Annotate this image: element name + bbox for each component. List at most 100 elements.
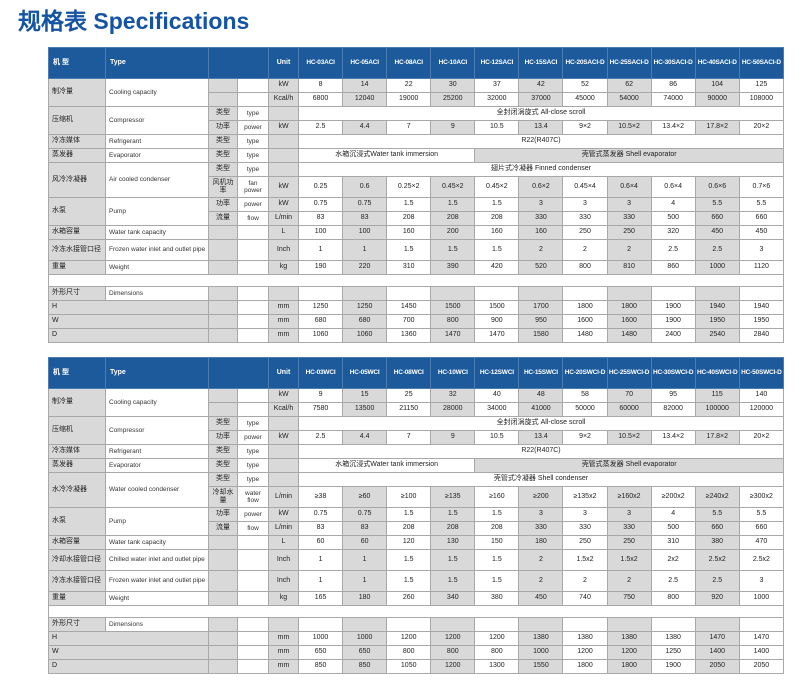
- data-cell: 1: [297, 239, 344, 261]
- row-label-zh: 冷冻水接管口径: [48, 239, 106, 261]
- sub-label-zh: 类型: [208, 148, 238, 163]
- data-cell: 5.5: [694, 197, 740, 212]
- data-cell: [606, 617, 652, 632]
- data-cell: 1.5: [430, 570, 476, 592]
- data-cell: 1950: [738, 314, 785, 329]
- data-cell: [738, 286, 785, 301]
- data-cell: 90000: [694, 92, 740, 107]
- data-cell: 86: [650, 78, 696, 93]
- spacer-cell: [48, 274, 784, 287]
- data-cell: 0.45×2: [474, 176, 520, 198]
- data-cell: 2: [518, 549, 564, 571]
- sub-label-en: [237, 314, 269, 329]
- data-cell: 1380: [518, 631, 564, 646]
- data-cell: 120000: [738, 402, 785, 417]
- data-cell: 330: [562, 211, 608, 226]
- table-row: 冷冻水接管口径 Frozen water inlet and outlet pip…: [48, 239, 785, 261]
- data-cell: 41000: [518, 402, 564, 417]
- sub-label-zh: [208, 300, 238, 315]
- spec-tables-container: 机 型 Type Unit HC-03ACI HC-05ACI HC-08ACI HC-10…: [18, 47, 800, 674]
- data-cell: 680: [297, 314, 344, 329]
- column-header-model-zh: 机 型: [48, 357, 106, 389]
- data-cell: [694, 286, 740, 301]
- data-cell: 330: [606, 211, 652, 226]
- data-cell: [430, 286, 476, 301]
- row-label-zh: W: [48, 645, 209, 660]
- unit-cell: mm: [268, 631, 299, 646]
- data-cell: 320: [650, 225, 696, 240]
- data-cell: 0.45×4: [562, 176, 608, 198]
- row-label-en: Water tank capacity: [105, 535, 209, 550]
- unit-cell: [268, 162, 299, 177]
- sub-label-zh: [208, 659, 238, 674]
- column-header-type: Type: [105, 47, 209, 79]
- data-cell: 5.5: [738, 197, 785, 212]
- table-row: 冷冻媒体 Refrigerant 类型 type R22(R407C): [48, 134, 784, 149]
- table-row: 重量 Weight kg 190 220 310 390 420 520 800 810 860 100…: [48, 260, 785, 275]
- data-cell: 10.5: [474, 120, 520, 135]
- row-label-en: Pump: [105, 507, 209, 536]
- data-cell: 13.4: [518, 120, 564, 135]
- sub-label-zh: [208, 570, 238, 592]
- data-cell: 330: [606, 521, 652, 536]
- table-row: 水泵 Pump 功率 power kW 0.75 0.75 1.5 1.5 1.5 3 3 3 4 5.5 5…: [48, 507, 785, 536]
- data-cell: 1600: [606, 314, 652, 329]
- data-cell: 450: [738, 225, 785, 240]
- row-label-en: Evaporator: [105, 148, 209, 163]
- data-cell: 208: [430, 211, 476, 226]
- sub-label-zh: 类型: [208, 162, 238, 177]
- data-cell: 520: [518, 260, 564, 275]
- data-cell: 1550: [518, 659, 564, 674]
- data-cell: 9: [297, 388, 344, 403]
- sub-label-en: type: [237, 444, 269, 459]
- data-cell: 920: [694, 591, 740, 606]
- data-cell: [562, 286, 608, 301]
- data-cell: 4: [650, 507, 696, 522]
- data-cell: 2.5: [694, 239, 740, 261]
- unit-cell: L/min: [268, 521, 299, 536]
- data-cell: 3: [738, 570, 785, 592]
- data-cell: 1000: [342, 631, 388, 646]
- data-cell: 330: [562, 521, 608, 536]
- data-cell: 13.4: [518, 430, 564, 445]
- row-label-en: Cooling capacity: [105, 78, 209, 107]
- column-header-model: HC-25SACI-D: [606, 47, 652, 79]
- data-cell: 660: [738, 521, 785, 536]
- unit-cell: L: [268, 225, 299, 240]
- row-label-zh: 外形尺寸: [48, 286, 106, 301]
- data-cell: 13500: [342, 402, 388, 417]
- data-cell: 160: [386, 225, 432, 240]
- sub-label-en: [237, 570, 269, 592]
- data-cell: 1800: [562, 659, 608, 674]
- data-cell: 1200: [430, 659, 476, 674]
- data-cell: 52: [562, 78, 608, 93]
- data-cell: 7: [386, 430, 432, 445]
- column-header-model: HC-03ACI: [297, 47, 344, 79]
- table-body: 制冷量 Cooling capacity kW 9 15 25 32 40 48 58 70 95 11…: [48, 388, 785, 674]
- unit-cell: kW: [268, 388, 299, 403]
- data-cell: 1000: [738, 591, 785, 606]
- data-cell: [474, 286, 520, 301]
- data-cell: 1.5: [474, 570, 520, 592]
- data-cell: [430, 617, 476, 632]
- data-cell: 1.5: [430, 197, 476, 212]
- data-cell: 10.5×2: [606, 430, 652, 445]
- table-header-row: 机 型 Type Unit HC-03ACI HC-05ACI HC-08ACI HC-10…: [48, 47, 785, 79]
- data-cell: 0.6: [342, 176, 388, 198]
- data-cell: 2.5x2: [738, 549, 785, 571]
- data-cell: 6800: [297, 92, 344, 107]
- table-row: 压缩机 Compressor 类型 type 全封闭涡旋式 All-close scro…: [48, 106, 784, 135]
- row-label-zh: 重量: [48, 591, 106, 606]
- row-label-zh: 重量: [48, 260, 106, 275]
- data-cell: 1: [342, 549, 388, 571]
- data-cell: 2.5: [650, 239, 696, 261]
- table-row: 重量 Weight kg 165 180 260 340 380 450 740 750 800 920…: [48, 591, 785, 606]
- sub-label-zh: [208, 314, 238, 329]
- column-header-unit: Unit: [268, 357, 299, 389]
- data-cell: 2050: [738, 659, 785, 674]
- data-cell: 470: [738, 535, 785, 550]
- sub-label-en: type: [237, 416, 269, 431]
- data-cell: 650: [342, 645, 388, 660]
- sub-label-en: power: [237, 507, 269, 522]
- row-label-en: Dimensions: [105, 617, 209, 632]
